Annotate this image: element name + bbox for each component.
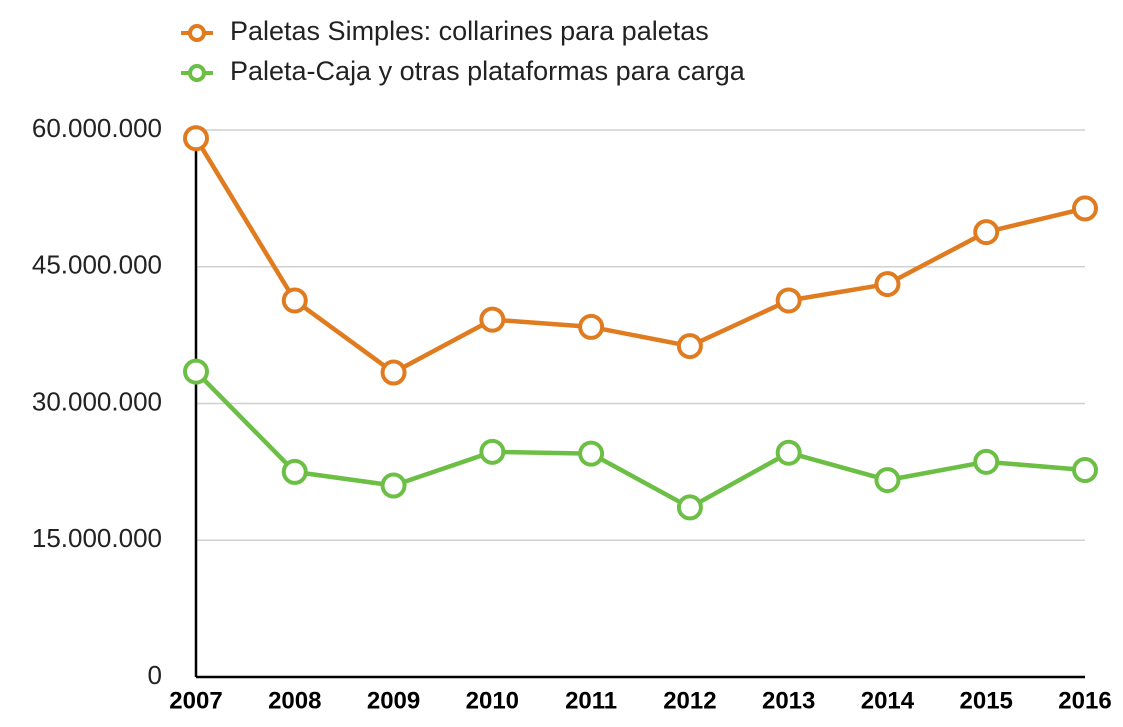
- data-point: [775, 287, 802, 314]
- legend-label: Paleta-Caja y otras plataformas para car…: [230, 56, 746, 86]
- data-point: [578, 313, 605, 340]
- x-tick-label: 2013: [762, 687, 815, 714]
- y-tick-label: 0: [148, 660, 162, 690]
- data-point: [578, 440, 605, 467]
- data-point: [183, 125, 209, 152]
- data-point: [281, 287, 308, 314]
- data-point: [1072, 195, 1098, 222]
- data-point: [874, 467, 901, 494]
- x-tick-label: 2007: [169, 687, 222, 714]
- series-line: [194, 137, 1086, 375]
- data-point: [380, 359, 407, 386]
- data-point: [281, 458, 308, 485]
- data-point: [183, 358, 209, 385]
- series-line: [194, 370, 1086, 510]
- data-point: [479, 306, 506, 333]
- data-point: [775, 439, 802, 466]
- y-tick-label: 60.000.000: [32, 113, 162, 143]
- data-point: [1072, 457, 1098, 484]
- legend-marker: [188, 64, 206, 82]
- x-tick-label: 2016: [1058, 687, 1111, 714]
- y-tick-label: 45.000.000: [32, 250, 162, 280]
- x-tick-label: 2008: [268, 687, 321, 714]
- x-tick-label: 2012: [663, 687, 716, 714]
- data-point: [973, 448, 1000, 475]
- legend-label: Paletas Simples: collarines para paletas: [230, 16, 709, 46]
- data-point: [479, 438, 506, 465]
- y-tick-label: 30.000.000: [32, 386, 162, 416]
- data-point: [874, 271, 901, 298]
- x-tick-label: 2010: [466, 687, 519, 714]
- x-tick-label: 2011: [565, 687, 617, 714]
- x-tick-label: 2014: [861, 687, 915, 714]
- legend-marker: [188, 24, 206, 42]
- y-tick-label: 15.000.000: [32, 523, 162, 553]
- data-point: [973, 219, 1000, 246]
- x-tick-label: 2015: [960, 687, 1013, 714]
- data-point: [676, 333, 703, 360]
- data-point: [676, 494, 703, 521]
- data-point: [380, 472, 407, 499]
- x-tick-label: 2009: [367, 687, 420, 714]
